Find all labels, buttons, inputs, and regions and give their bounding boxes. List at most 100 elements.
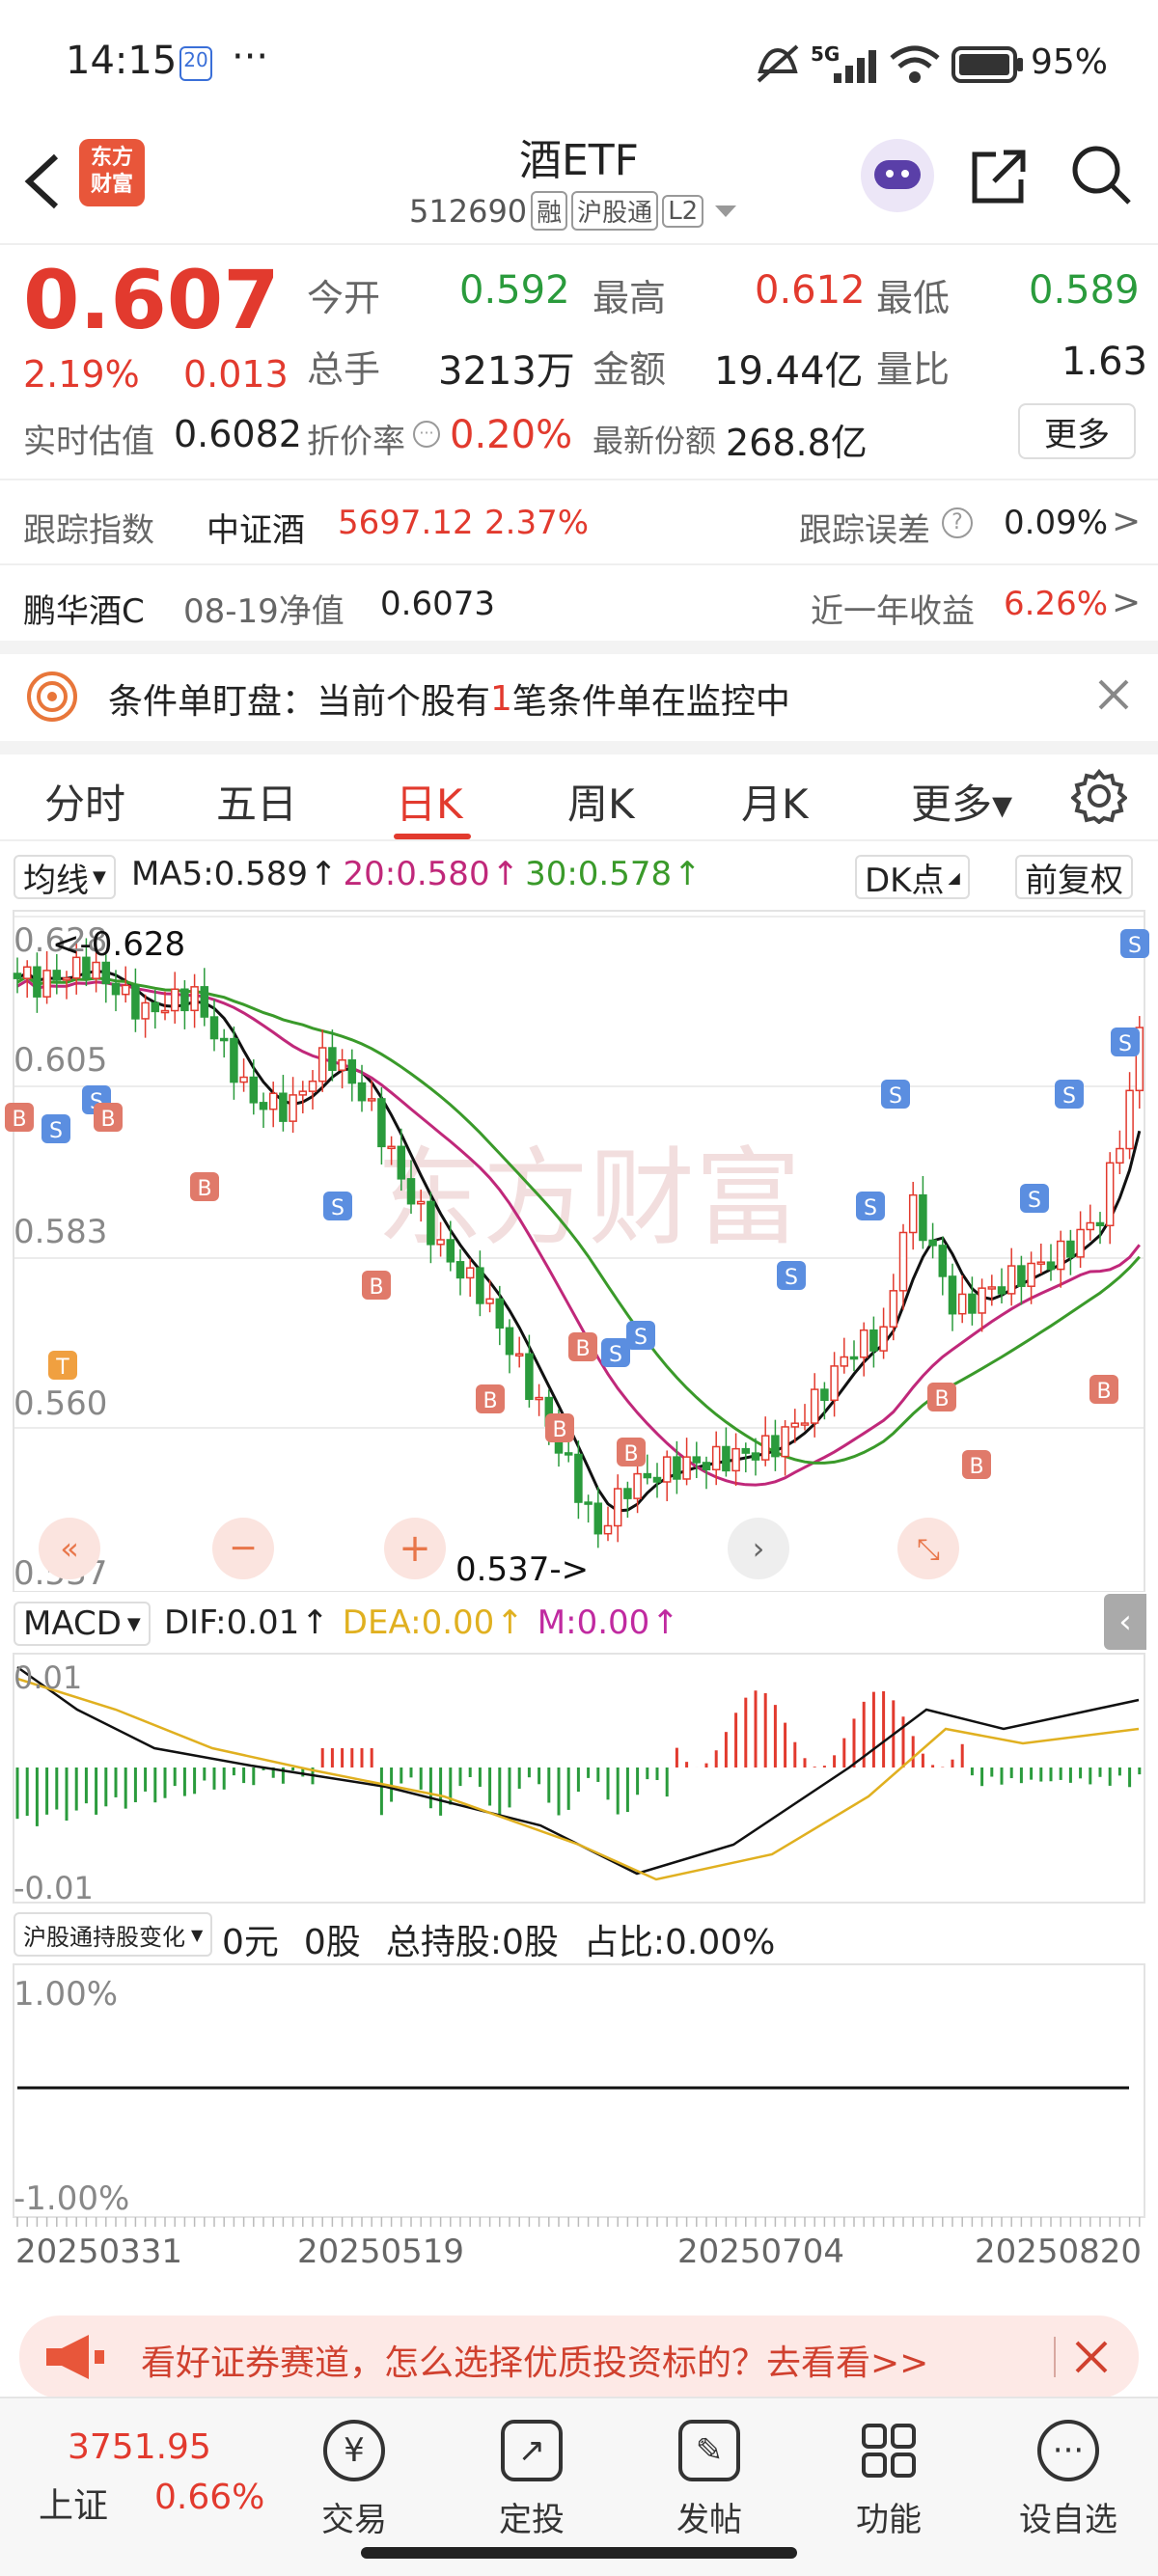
candle-body — [308, 1080, 317, 1092]
minus-icon: − — [229, 1528, 258, 1568]
indicator-selector[interactable]: MACD ▼ — [14, 1602, 151, 1646]
candle-body — [476, 1267, 484, 1304]
plus-icon: + — [399, 1526, 431, 1571]
chevron-right-icon: › — [753, 1530, 765, 1567]
fullscreen-button[interactable] — [897, 1518, 959, 1579]
nav-auto-invest[interactable]: ↗ 定投 — [459, 2398, 604, 2540]
candle-body — [427, 1200, 435, 1246]
up-arrow-icon: ↑ — [491, 855, 520, 893]
tab-more[interactable]: 更多▾ — [911, 781, 1013, 828]
macd-values: DIF:0.01 ↑ DEA:0.00 ↑ M:0.00 ↑ — [164, 1603, 679, 1642]
ma-selector[interactable]: 均线 ▼ — [14, 855, 116, 900]
collapse-panel-button[interactable]: ‹ — [1104, 1594, 1146, 1650]
sell-signal-marker — [1055, 1080, 1084, 1109]
open-label: 今开 — [307, 277, 381, 319]
tab-monthly-k[interactable]: 月K — [741, 781, 809, 828]
candle-body — [574, 1453, 583, 1503]
nav-functions[interactable]: 功能 — [816, 2398, 961, 2540]
candle-body — [987, 1286, 997, 1290]
candle-body — [948, 1275, 957, 1315]
signal-letter: S — [889, 1084, 902, 1109]
scroll-right-button[interactable] — [728, 1518, 789, 1579]
more-notifications-icon: ··· — [232, 35, 269, 79]
nav-auto-invest-label: 定投 — [499, 2501, 565, 2539]
tracking-error-value: 0.09% — [1004, 504, 1109, 542]
candle-body — [22, 966, 32, 979]
chart-tabs: 分时 五日 日K 周K 月K 更多▾ — [0, 753, 1158, 839]
last-price: 0.607 — [23, 253, 280, 347]
candle-body — [151, 1001, 160, 1013]
candle-body — [1017, 1265, 1026, 1287]
up-arrow-icon: ↑ — [301, 1603, 329, 1642]
candle-body — [465, 1267, 475, 1279]
nav-add-watchlist[interactable]: ··· 设自选 — [996, 2398, 1141, 2540]
date-label: 20250519 — [297, 2233, 465, 2271]
settings-gear-icon[interactable] — [1071, 768, 1127, 824]
volume-ratio-label: 量比 — [876, 348, 951, 391]
zoom-out-button[interactable] — [212, 1518, 274, 1579]
scroll-left-button[interactable] — [39, 1518, 100, 1579]
candle-body — [92, 961, 100, 979]
chevron-right-icon[interactable]: > — [1112, 502, 1142, 541]
candle-body — [338, 1059, 346, 1071]
signal-letter: S — [864, 1196, 877, 1220]
chevron-right-icon[interactable]: > — [1112, 583, 1142, 622]
signal-letter: B — [12, 1108, 26, 1132]
tab-daily-k[interactable]: 日K — [396, 781, 463, 828]
tab-weekly-k[interactable]: 周K — [567, 781, 635, 828]
holding-selector[interactable]: 沪股通持股变化 ▼ — [14, 1912, 213, 1957]
close-icon[interactable] — [1096, 677, 1131, 712]
candle-body — [209, 1016, 219, 1040]
condition-order-alert[interactable]: 条件单盯盘：当前个股有 1 笔条件单在监控中 — [0, 654, 1158, 741]
connect-tag: 沪股通 — [571, 191, 659, 231]
nav-post[interactable]: ✎ 发帖 — [637, 2398, 782, 2540]
share-icon[interactable] — [969, 145, 1031, 206]
help-icon[interactable]: ? — [942, 507, 973, 538]
candle-body — [810, 1388, 819, 1424]
holding-y-bottom: -1.00% — [14, 2179, 129, 2218]
candle-body — [741, 1447, 751, 1454]
linked-fund-name[interactable]: 鹏华酒C — [23, 592, 145, 631]
index-name: 上证 — [39, 2486, 109, 2526]
tab-five-day[interactable]: 五日 — [216, 781, 298, 828]
target-letter: T — [55, 1356, 69, 1380]
candle-body — [584, 1501, 593, 1505]
candle-body — [673, 1456, 681, 1480]
signal-letter: B — [197, 1177, 211, 1201]
m-value: M:0.00 — [537, 1603, 650, 1642]
candle-body — [71, 956, 81, 979]
buy-signal-marker — [190, 1172, 219, 1201]
adjust-mode-button[interactable]: 前复权 — [1015, 855, 1133, 900]
dk-point-toggle[interactable]: DK点 ◢ — [855, 855, 970, 900]
dif-value: DIF:0.01 — [164, 1603, 300, 1642]
target-icon — [27, 671, 77, 722]
assistant-robot-icon[interactable] — [861, 139, 934, 212]
page-title: 酒ETF — [519, 136, 639, 185]
macd-chart[interactable]: 0.01 -0.01 — [0, 1652, 1158, 1906]
search-icon[interactable] — [1069, 143, 1133, 206]
close-icon[interactable] — [1073, 2339, 1110, 2375]
candle-body — [859, 1329, 868, 1358]
promo-banner[interactable]: 看好证券赛道，怎么选择优质投资标的？去看看>> — [19, 2316, 1139, 2398]
candle-body — [170, 988, 179, 1012]
candle-body — [702, 1462, 711, 1471]
back-arrow-icon[interactable] — [21, 151, 64, 212]
chevron-down-icon[interactable] — [711, 202, 740, 221]
candle-body — [781, 1426, 789, 1458]
index-ticker[interactable]: 3751.95 上证 0.66% — [23, 2398, 274, 2543]
tracking-index-name[interactable]: 中证酒 — [207, 511, 305, 550]
holding-y-top: 1.00% — [14, 1975, 118, 2014]
tab-intraday[interactable]: 分时 — [44, 781, 126, 828]
more-button[interactable]: 更多 — [1018, 403, 1136, 459]
nav-value: 0.6073 — [380, 585, 495, 623]
chart-controls: « − + › ⤡ — [39, 1518, 959, 1579]
edit-pen-icon: ✎ — [678, 2420, 740, 2481]
zoom-in-button[interactable] — [384, 1518, 446, 1579]
info-icon[interactable]: ··· — [413, 421, 440, 448]
nav-trade[interactable]: ¥ 交易 — [282, 2398, 427, 2540]
y-label-top: 0.628 — [14, 921, 107, 960]
expand-icon: ⤡ — [917, 1533, 940, 1567]
year-return-label: 近一年收益 — [811, 592, 975, 631]
index-value: 3751.95 — [68, 2427, 211, 2467]
